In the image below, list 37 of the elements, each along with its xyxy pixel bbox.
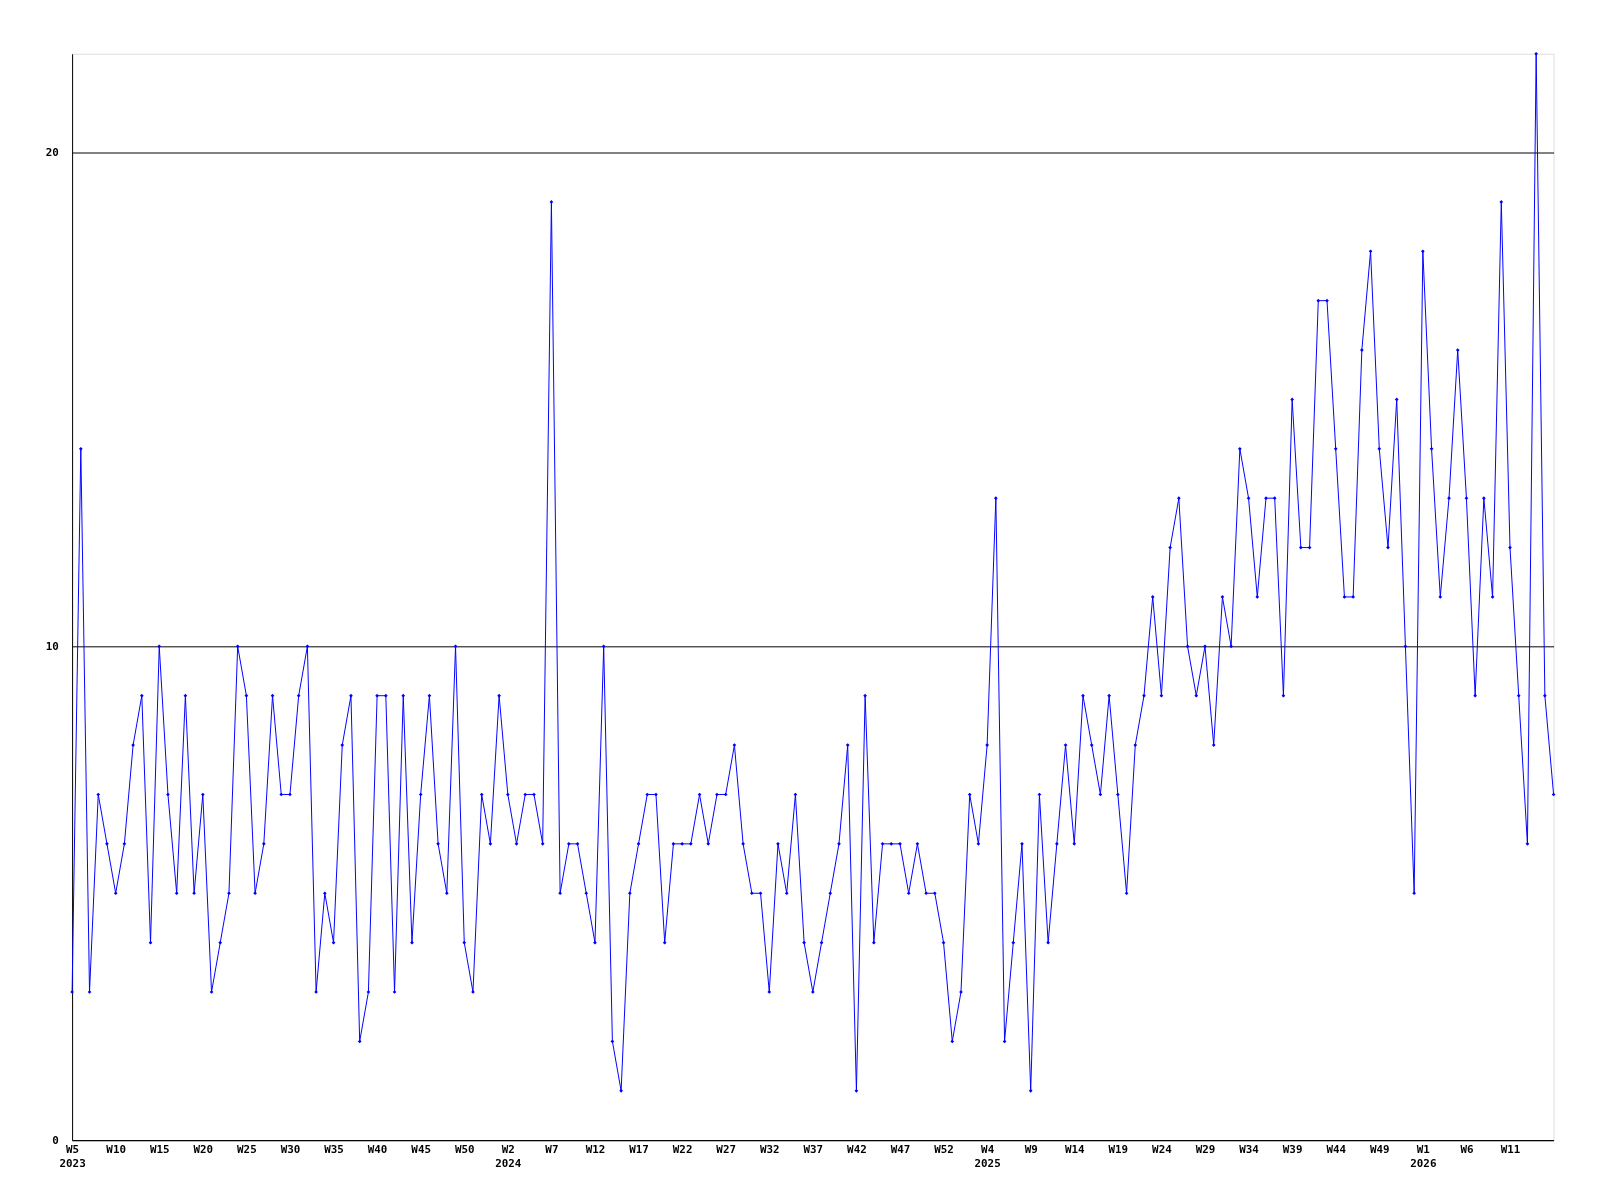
x-tick-label: W40 xyxy=(367,1143,388,1157)
x-tick-label: W20 xyxy=(193,1143,214,1157)
x-tick-label: W50 xyxy=(454,1143,475,1157)
y-tick-label: 0 xyxy=(52,1133,59,1147)
x-tick-label: W45 xyxy=(411,1143,431,1157)
x-tick-label: W42 xyxy=(847,1143,867,1157)
x-tick-label: W17 xyxy=(629,1143,649,1157)
x-tick-label: W52 xyxy=(934,1143,954,1157)
x-tick-label: W6 xyxy=(1460,1143,1474,1157)
x-tick-label: W1 2026 xyxy=(1410,1143,1437,1171)
x-tick-label: W35 xyxy=(324,1143,344,1157)
x-tick-label: W5 2023 xyxy=(59,1143,86,1171)
x-tick-label: W32 xyxy=(759,1143,780,1157)
x-tick-label: W47 xyxy=(890,1143,911,1157)
x-tick-label: W37 xyxy=(803,1143,824,1157)
x-tick-label: W12 xyxy=(585,1143,606,1157)
x-tick-label: W39 xyxy=(1282,1143,1303,1157)
y-tick-label: 20 xyxy=(45,145,59,159)
x-tick-label: W30 xyxy=(280,1143,301,1157)
x-tick-label: W7 xyxy=(545,1143,559,1157)
x-tick-label: W2 2024 xyxy=(495,1143,522,1171)
x-tick-label: W29 xyxy=(1195,1143,1216,1157)
x-tick-label: W11 xyxy=(1500,1143,1521,1157)
x-tick-label: W34 xyxy=(1239,1143,1260,1157)
x-tick-label: W9 xyxy=(1024,1143,1038,1157)
x-tick-label: W4 2025 xyxy=(974,1143,1001,1171)
x-tick-label: W44 xyxy=(1326,1143,1347,1157)
x-tick-label: W14 xyxy=(1064,1143,1086,1157)
x-tick-label: W49 xyxy=(1369,1143,1390,1157)
x-tick-label: W24 xyxy=(1152,1143,1173,1157)
x-tick-label: W25 xyxy=(237,1143,257,1157)
x-tick-label: W15 xyxy=(149,1143,170,1157)
x-tick-label: W10 xyxy=(106,1143,126,1157)
x-tick-label: W22 xyxy=(672,1143,693,1157)
x-tick-label: W27 xyxy=(716,1143,736,1157)
x-tick-label: W19 xyxy=(1108,1143,1129,1157)
y-tick-label: 10 xyxy=(45,639,59,653)
